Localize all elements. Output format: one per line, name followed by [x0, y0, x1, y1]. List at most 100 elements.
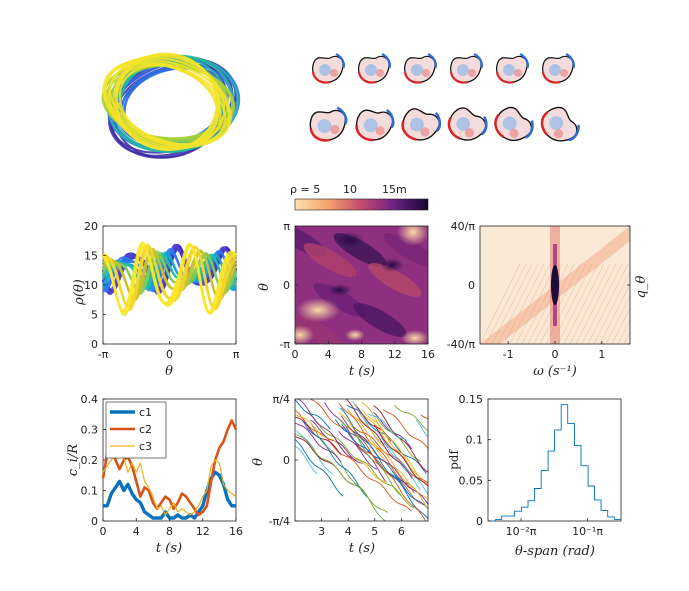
y-tick-label: 5 [91, 309, 98, 322]
shape-snapshot [355, 108, 395, 142]
y-tick-label: 20 [84, 220, 98, 233]
track-line [338, 430, 378, 470]
panel-span-pdf: 10⁻²π 10⁻¹π 0 0.05 0.1 0.15 pdf θ-span (rad) [447, 393, 622, 559]
y-tick-label: 0 [468, 279, 475, 292]
track-line [295, 422, 342, 463]
x-tick-label: 3 [318, 525, 325, 538]
shape-snapshot [309, 106, 348, 142]
x-tick-label: 4 [133, 525, 140, 538]
track-line [345, 399, 413, 479]
shape-red-patch [509, 128, 519, 139]
track-line [373, 424, 428, 487]
x-tick-label: 0 [552, 348, 559, 361]
panel-rho-heatmap: ρ = 5 10 15m 0 4 8 12 16-π0π θ t (s) [257, 183, 435, 379]
track-line [296, 430, 333, 475]
x-tick-label: 10⁻²π [506, 525, 537, 538]
x-tick-label: 0 [166, 348, 173, 361]
heatmap-dark-region [328, 284, 352, 296]
shape-blue-patch [409, 117, 424, 132]
shape-red-patch [514, 69, 522, 77]
pdf-curve [488, 404, 622, 522]
y-tick-label: 0.3 [81, 424, 99, 437]
shape-blue-patch [319, 64, 331, 76]
spectrum-stripe [569, 263, 611, 344]
x-tick-label: 8 [166, 525, 173, 538]
spectrum-stripe [480, 263, 521, 344]
series-line-c2 [101, 419, 238, 517]
x-tick-label: 5 [371, 525, 378, 538]
spectrum-stripe [599, 283, 630, 344]
shape-outline [448, 107, 487, 141]
y-tick-label: 0 [283, 279, 290, 292]
track-line [346, 408, 384, 447]
shape-red-patch [468, 69, 476, 77]
y-tick-label: 0.2 [81, 454, 99, 467]
shape-snapshot [311, 53, 345, 84]
heatmap-dark-region [380, 258, 404, 272]
track-line [355, 417, 428, 510]
shape-outline [541, 55, 574, 84]
x-tick-label: 16 [421, 348, 435, 361]
shape-red-patch [330, 124, 340, 135]
series-line-t4 [102, 251, 237, 290]
shape-red-patch [375, 126, 385, 136]
shape-grid [309, 53, 580, 142]
x-axis-label: t (s) [156, 541, 182, 556]
spectrum-stripe [515, 263, 557, 344]
y-axis-label: θ [257, 283, 272, 291]
y-tick-label: 0.1 [466, 434, 484, 447]
x-tick-label: 0 [292, 348, 299, 361]
y-tick-label: 0 [476, 515, 483, 528]
colorbar-label-0: ρ = 5 [290, 183, 320, 196]
spectrum-stripe [581, 263, 623, 344]
shape-red-edge [541, 71, 561, 84]
legend-label-c1: c1 [139, 406, 152, 419]
shape-red-edge [540, 111, 549, 136]
y-tick-label: 40/π [451, 220, 476, 233]
axes-frame [487, 398, 622, 522]
shape-red-edge [494, 113, 505, 138]
shape-blue-edge [525, 120, 534, 139]
heatmap-dark-region [336, 232, 364, 248]
spectrum-stripe [491, 263, 533, 344]
track-line [295, 438, 344, 497]
series-line-t6 [102, 250, 237, 293]
shape-blue-edge [335, 53, 345, 69]
y-axis-label: θ [251, 458, 266, 466]
shape-red-edge [355, 124, 374, 142]
shape-red-edge [403, 71, 423, 84]
x-tick-label: 4 [345, 525, 352, 538]
x-axis-label: t (s) [349, 364, 375, 379]
track-line [340, 407, 428, 520]
y-tick-label: -π [279, 338, 290, 351]
track-line [341, 423, 428, 510]
x-tick-label: 4 [325, 348, 332, 361]
shape-blue-patch [411, 64, 423, 76]
y-tick-label: π [283, 220, 290, 233]
track-line [306, 412, 414, 509]
spectrum-stripe [593, 271, 630, 344]
spectrum-stripe [557, 263, 599, 344]
heatmap-bright-region [345, 329, 365, 341]
shape-snapshot [495, 53, 529, 84]
y-tick-label: 0.4 [81, 393, 99, 406]
torus-render [101, 52, 241, 159]
track-line [356, 406, 392, 442]
x-tick-label: 12 [388, 348, 402, 361]
shape-blue-edge [480, 115, 488, 136]
shape-red-patch [330, 69, 338, 77]
heatmap-streak [353, 303, 407, 337]
shape-red-edge [401, 120, 417, 141]
panel-spectrum: -1 0 1 40/π 0 -40/π q_θ ω (s⁻¹) [447, 220, 649, 379]
shape-red-patch [464, 128, 475, 138]
track-line [373, 405, 428, 473]
shape-outline [494, 106, 533, 142]
shape-blue-patch [549, 116, 564, 130]
y-tick-label: 15 [84, 250, 98, 263]
track-line [310, 399, 425, 506]
shape-red-patch [376, 69, 384, 77]
heatmap-streak [313, 283, 367, 317]
y-tick-label: π/4 [273, 393, 290, 406]
